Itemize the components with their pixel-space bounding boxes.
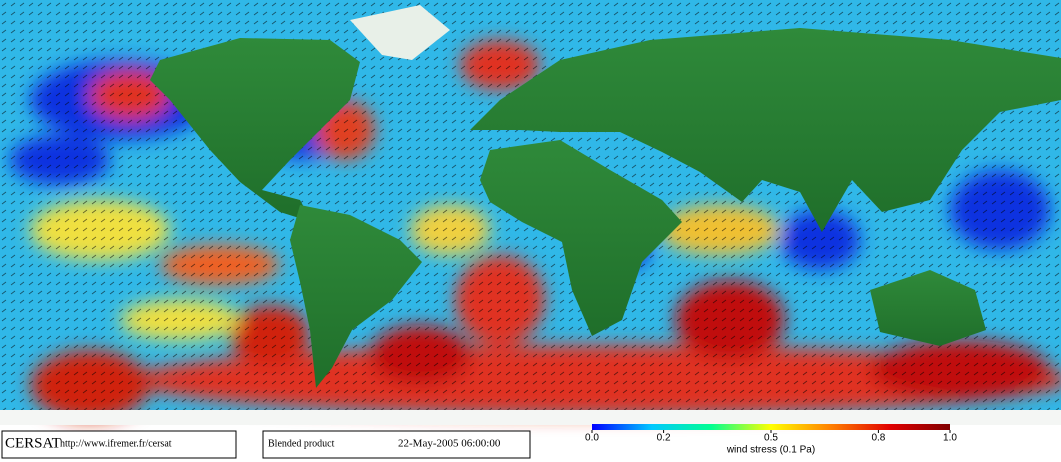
logo: CERSAT [5, 435, 61, 451]
colorbar-tick-label: 0.2 [657, 433, 671, 444]
colorbar-tick-label: 0.8 [871, 433, 885, 444]
footer: CERSAT http://www.ifremer.fr/cersat Blen… [1, 430, 531, 459]
product-label: Blended product [268, 438, 335, 449]
colorbar-tick-label: 0.5 [764, 433, 778, 444]
product-date: 22-May-2005 06:00:00 [398, 438, 501, 450]
land [150, 5, 1061, 388]
colorbar-ramp [592, 424, 950, 430]
source-box [1, 430, 237, 459]
colorbar-tick-label: 0.0 [585, 433, 599, 444]
antarctica [0, 410, 1061, 425]
colorbar-tick-label: 1.0 [943, 433, 957, 444]
product-box [262, 430, 531, 459]
colorbar-title: wind stress (0.1 Pa) [726, 445, 815, 456]
url: http://www.ifremer.fr/cersat [60, 438, 172, 449]
colorbar: 0.0 0.2 0.5 0.8 1.0 wind stress (0.1 Pa) [585, 424, 957, 456]
